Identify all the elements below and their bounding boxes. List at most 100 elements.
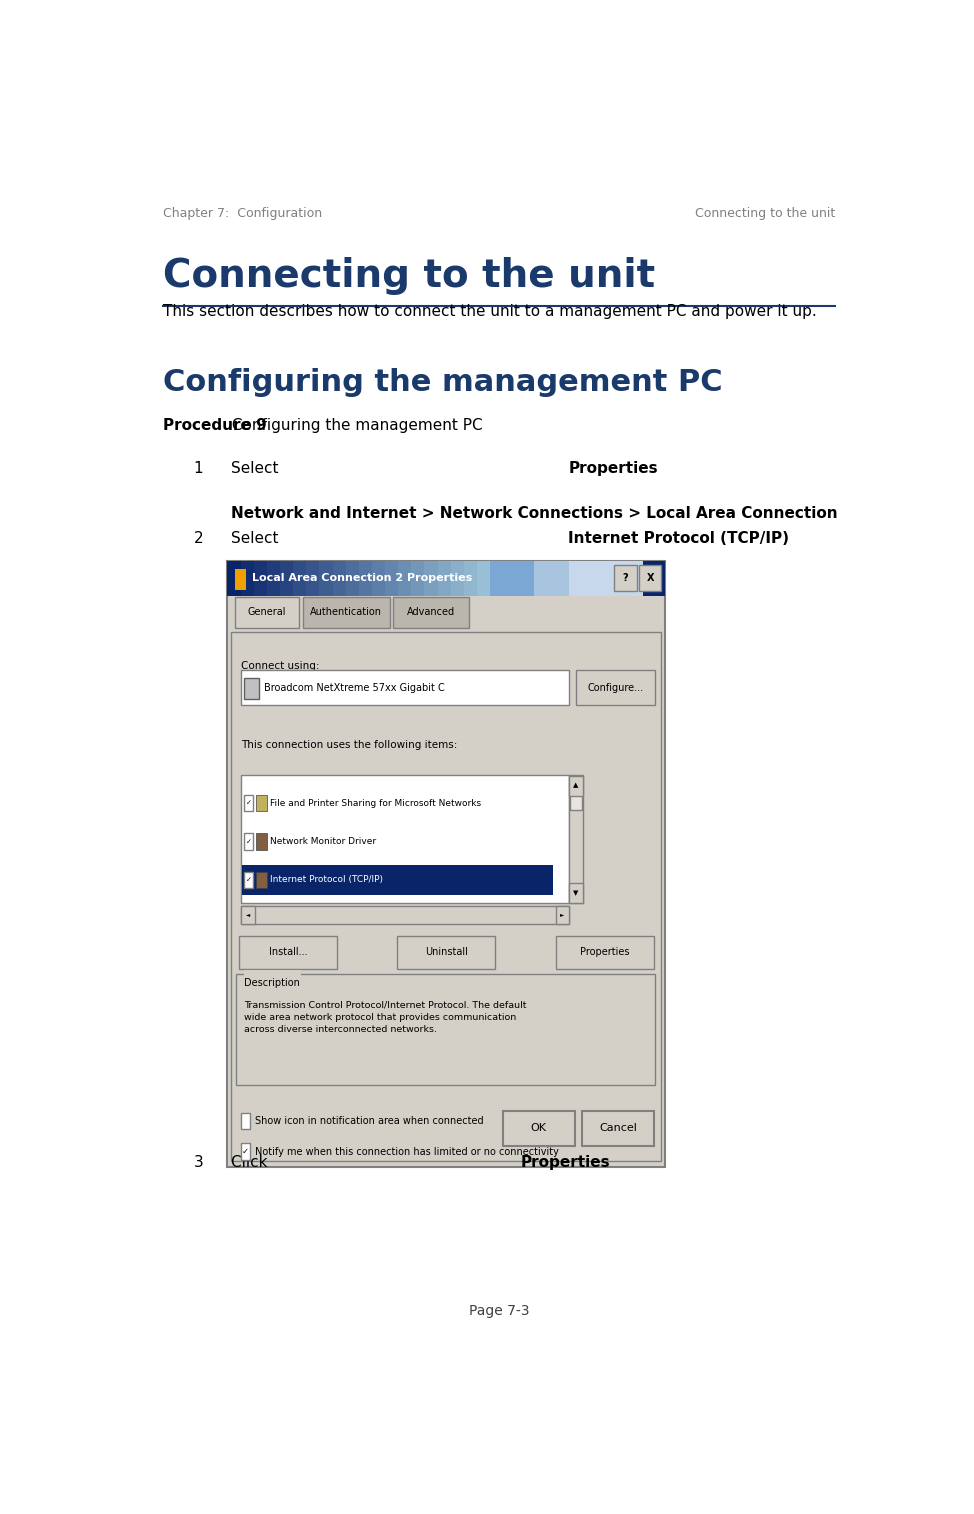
FancyBboxPatch shape xyxy=(577,671,656,706)
FancyBboxPatch shape xyxy=(437,560,452,595)
FancyBboxPatch shape xyxy=(556,905,570,924)
FancyBboxPatch shape xyxy=(569,560,644,595)
Text: ?: ? xyxy=(622,572,628,583)
Text: Connecting to the unit: Connecting to the unit xyxy=(164,257,656,295)
Text: Description: Description xyxy=(244,978,300,989)
FancyBboxPatch shape xyxy=(570,775,583,904)
Text: 2: 2 xyxy=(194,531,204,547)
Text: ▼: ▼ xyxy=(574,890,579,896)
FancyBboxPatch shape xyxy=(372,560,386,595)
Text: Select: Select xyxy=(231,531,283,547)
FancyBboxPatch shape xyxy=(451,560,465,595)
FancyBboxPatch shape xyxy=(228,560,242,595)
Text: Advanced: Advanced xyxy=(407,607,455,618)
FancyBboxPatch shape xyxy=(253,560,268,595)
FancyBboxPatch shape xyxy=(306,560,320,595)
FancyBboxPatch shape xyxy=(332,560,347,595)
Text: Configure...: Configure... xyxy=(587,683,644,692)
Text: Transmission Control Protocol/Internet Protocol. The default
wide area network p: Transmission Control Protocol/Internet P… xyxy=(244,1001,527,1034)
FancyBboxPatch shape xyxy=(237,975,656,1086)
Text: Chapter 7:  Configuration: Chapter 7: Configuration xyxy=(164,207,322,221)
Text: Network and Internet > Network Connections > Local Area Connection: Network and Internet > Network Connectio… xyxy=(231,506,838,521)
Text: Show icon in notification area when connected: Show icon in notification area when conn… xyxy=(254,1116,483,1126)
FancyBboxPatch shape xyxy=(570,777,583,796)
FancyBboxPatch shape xyxy=(256,872,267,889)
FancyBboxPatch shape xyxy=(244,833,253,849)
FancyBboxPatch shape xyxy=(556,936,654,969)
Text: This connection uses the following items:: This connection uses the following items… xyxy=(241,740,458,749)
FancyBboxPatch shape xyxy=(425,560,438,595)
FancyBboxPatch shape xyxy=(241,905,570,924)
FancyBboxPatch shape xyxy=(242,864,553,895)
Text: Properties: Properties xyxy=(568,462,658,477)
Text: Configuring the management PC: Configuring the management PC xyxy=(228,418,483,433)
Text: Notify me when this connection has limited or no connectivity: Notify me when this connection has limit… xyxy=(254,1146,558,1157)
FancyBboxPatch shape xyxy=(228,560,665,1167)
FancyBboxPatch shape xyxy=(303,597,390,628)
FancyBboxPatch shape xyxy=(293,560,307,595)
Text: Broadcom NetXtreme 57xx Gigabit C: Broadcom NetXtreme 57xx Gigabit C xyxy=(264,683,444,692)
FancyBboxPatch shape xyxy=(235,569,246,589)
FancyBboxPatch shape xyxy=(280,560,294,595)
FancyBboxPatch shape xyxy=(241,905,254,924)
Text: Connecting to the unit: Connecting to the unit xyxy=(694,207,835,221)
FancyBboxPatch shape xyxy=(393,597,469,628)
FancyBboxPatch shape xyxy=(256,833,267,849)
FancyBboxPatch shape xyxy=(319,560,333,595)
FancyBboxPatch shape xyxy=(244,872,253,889)
FancyBboxPatch shape xyxy=(267,560,281,595)
Text: General: General xyxy=(247,607,286,618)
FancyBboxPatch shape xyxy=(398,560,412,595)
Text: Page 7-3: Page 7-3 xyxy=(468,1305,530,1319)
Text: Connect using:: Connect using: xyxy=(241,660,319,671)
FancyBboxPatch shape xyxy=(241,775,570,904)
Text: OK: OK xyxy=(531,1123,546,1134)
FancyBboxPatch shape xyxy=(614,565,637,590)
FancyBboxPatch shape xyxy=(503,1111,575,1146)
FancyBboxPatch shape xyxy=(244,970,301,986)
Text: ◄: ◄ xyxy=(245,913,250,917)
Text: Authentication: Authentication xyxy=(311,607,383,618)
Text: ✓: ✓ xyxy=(245,877,251,883)
Text: Cancel: Cancel xyxy=(599,1123,637,1134)
Text: Click: Click xyxy=(231,1155,273,1170)
Text: 3: 3 xyxy=(194,1155,204,1170)
FancyBboxPatch shape xyxy=(464,560,477,595)
FancyBboxPatch shape xyxy=(411,560,426,595)
FancyBboxPatch shape xyxy=(241,1113,250,1129)
Text: Properties: Properties xyxy=(581,948,629,957)
Text: ✓: ✓ xyxy=(245,799,251,805)
FancyBboxPatch shape xyxy=(639,565,661,590)
FancyBboxPatch shape xyxy=(570,781,582,810)
FancyBboxPatch shape xyxy=(490,560,534,595)
FancyBboxPatch shape xyxy=(397,936,496,969)
Text: Internet Protocol (TCP/IP): Internet Protocol (TCP/IP) xyxy=(271,875,384,884)
FancyBboxPatch shape xyxy=(534,560,569,595)
Text: Install...: Install... xyxy=(269,948,307,957)
Text: Local Area Connection 2 Properties: Local Area Connection 2 Properties xyxy=(251,572,471,583)
FancyBboxPatch shape xyxy=(239,936,337,969)
FancyBboxPatch shape xyxy=(358,560,373,595)
Text: Uninstall: Uninstall xyxy=(425,948,468,957)
Text: File and Printer Sharing for Microsoft Networks: File and Printer Sharing for Microsoft N… xyxy=(271,798,481,807)
Text: Internet Protocol (TCP/IP): Internet Protocol (TCP/IP) xyxy=(568,531,789,547)
Text: Select: Select xyxy=(231,462,283,477)
FancyBboxPatch shape xyxy=(244,678,259,699)
FancyBboxPatch shape xyxy=(231,631,661,1161)
Text: Procedure 9: Procedure 9 xyxy=(164,418,267,433)
FancyBboxPatch shape xyxy=(256,795,267,812)
FancyBboxPatch shape xyxy=(582,1111,654,1146)
Text: Configuring the management PC: Configuring the management PC xyxy=(164,368,723,397)
Text: X: X xyxy=(647,572,654,583)
Text: ▲: ▲ xyxy=(574,783,579,789)
FancyBboxPatch shape xyxy=(241,560,254,595)
FancyBboxPatch shape xyxy=(244,795,253,812)
FancyBboxPatch shape xyxy=(570,884,583,904)
Text: ✓: ✓ xyxy=(243,1148,249,1157)
Text: 1: 1 xyxy=(194,462,204,477)
FancyBboxPatch shape xyxy=(477,560,491,595)
Text: Properties: Properties xyxy=(520,1155,610,1170)
Text: Network Monitor Driver: Network Monitor Driver xyxy=(271,837,377,846)
FancyBboxPatch shape xyxy=(346,560,359,595)
Text: This section describes how to connect the unit to a management PC and power it u: This section describes how to connect th… xyxy=(164,304,817,319)
